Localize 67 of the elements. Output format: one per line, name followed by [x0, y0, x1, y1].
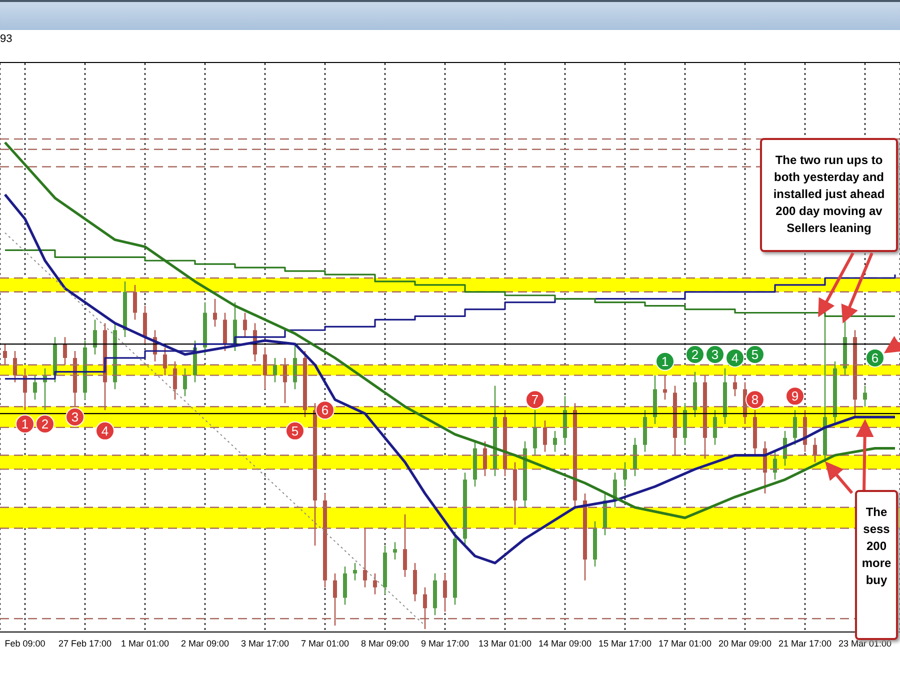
x-tick-label: 23 Mar 01:00 — [838, 638, 892, 648]
x-tick-label: 14 Mar 09:00 — [538, 638, 592, 648]
candlestick — [393, 542, 397, 560]
annotation: 9 — [791, 388, 799, 404]
annotation: 6 — [871, 350, 879, 366]
candlestick — [3, 343, 7, 366]
x-tick-label: 1 Mar 01:00 — [120, 638, 170, 648]
annotation: 2 — [691, 346, 699, 362]
candlestick — [163, 346, 167, 376]
candlestick — [713, 409, 717, 446]
candlestick — [183, 368, 187, 397]
candlestick — [63, 336, 67, 366]
candlestick — [93, 319, 97, 356]
x-tick-label: 9 Mar 17:00 — [420, 638, 470, 648]
annotation: 1 — [661, 354, 669, 369]
candlestick — [813, 437, 817, 463]
candlestick — [533, 409, 537, 456]
candlestick — [793, 409, 797, 446]
annotation: 1 — [21, 416, 29, 432]
candlestick — [623, 462, 627, 488]
annotation: 3 — [711, 346, 719, 362]
annotation: 5 — [751, 346, 759, 362]
candlestick — [333, 572, 337, 626]
annotation: 2 — [41, 416, 49, 432]
candlestick — [443, 572, 447, 612]
annotation: 8 — [751, 392, 759, 408]
candlestick — [213, 298, 217, 328]
annotation: The sess 200 more buy — [860, 504, 892, 589]
candlestick — [373, 572, 377, 595]
candlestick — [423, 586, 427, 630]
x-tick-label: 3 Mar 17:00 — [240, 638, 290, 648]
candlestick — [263, 346, 267, 390]
x-tick-label: 15 Mar 17:00 — [598, 638, 652, 648]
candlestick — [33, 374, 37, 400]
candlestick — [243, 312, 247, 338]
annotation: 7 — [531, 392, 539, 408]
annotation: 3 — [71, 410, 79, 425]
candlestick — [483, 440, 487, 477]
candlestick — [13, 350, 17, 383]
x-tick-label: 2 Mar 09:00 — [180, 638, 230, 648]
x-tick-label: 7 Mar 01:00 — [300, 638, 350, 648]
candlestick — [553, 430, 557, 452]
candlestick — [133, 284, 137, 320]
candlestick — [403, 514, 407, 578]
x-tick-label: 17 Mar 01:00 — [658, 638, 712, 648]
annotation: 5 — [291, 423, 299, 438]
text: 93 — [0, 33, 12, 45]
x-tick-label: 27 Feb 17:00 — [58, 638, 112, 648]
annotation: 4 — [101, 423, 109, 438]
annotation: 6 — [321, 402, 329, 418]
candlestick — [363, 528, 367, 588]
candlestick — [173, 360, 177, 400]
callout-box: The two run ups to both yesterday and installed just ahead 200 day moving av Sellers leaning — [760, 138, 898, 252]
candlestick — [663, 374, 667, 400]
callout-box: The sess 200 more buy — [855, 490, 898, 640]
x-tick-label: 8 Mar 09:00 — [360, 638, 410, 648]
candlestick — [773, 451, 777, 480]
candlestick — [733, 374, 737, 397]
x-tick-label: 13 Mar 01:00 — [478, 638, 532, 648]
annotation: 4 — [731, 350, 739, 366]
candlestick — [543, 420, 547, 452]
x-tick-label: 20 Mar 09:00 — [718, 638, 772, 648]
candlestick — [273, 357, 277, 383]
candlestick — [353, 562, 357, 581]
candlestick — [863, 385, 867, 408]
x-tick-label: 21 Mar 17:00 — [778, 638, 832, 648]
x-tick-label: Feb 09:00 — [4, 638, 46, 648]
